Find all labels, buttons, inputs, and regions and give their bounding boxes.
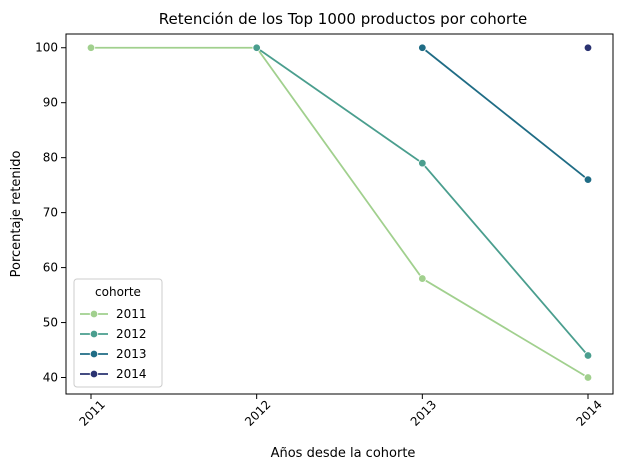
legend-box: [73, 278, 163, 388]
y-tick-label: 90: [43, 96, 58, 110]
legend-label: 2013: [116, 347, 147, 361]
y-tick-label: 50: [43, 316, 58, 330]
plot-frame: [65, 33, 614, 395]
x-tick-label: 2011: [76, 397, 107, 428]
y-tick-label: 40: [43, 371, 58, 385]
legend-entries: 2011 2012 2013 2014: [80, 307, 147, 381]
series-2011: [86, 43, 593, 382]
data-point: [252, 43, 261, 52]
legend-label: 2012: [116, 327, 147, 341]
y-tick-label: 100: [35, 41, 58, 55]
x-axis: 2011 2012 2013 2014: [76, 394, 605, 429]
legend-label: 2014: [116, 367, 147, 381]
data-point: [86, 43, 96, 52]
data-point: [583, 43, 593, 52]
legend-marker: [89, 369, 99, 379]
series-line: [256, 47, 589, 357]
data-point: [418, 43, 427, 52]
legend-entry: 2014: [80, 367, 147, 381]
x-tick-label: 2013: [408, 397, 439, 428]
legend-marker: [89, 329, 99, 339]
y-tick-label: 70: [43, 206, 58, 220]
series-layer: [86, 43, 593, 382]
x-tick-label: 2014: [573, 397, 604, 428]
data-point: [418, 274, 427, 283]
data-point: [418, 158, 427, 168]
y-axis-label: Porcentaje retenido: [9, 151, 24, 278]
series-line: [91, 46, 589, 379]
data-point: [583, 373, 593, 382]
legend: cohorte 2011 2012 2013 2014: [73, 278, 163, 388]
legend-entry: 2011: [80, 307, 147, 321]
series-2013: [418, 43, 593, 184]
legend-marker: [89, 309, 99, 319]
y-tick-label: 80: [43, 151, 58, 165]
data-point: [583, 351, 593, 360]
x-axis-label: Años desde la cohorte: [271, 446, 416, 461]
series-line: [421, 47, 589, 181]
legend-label: 2011: [116, 307, 147, 321]
series-2014: [583, 43, 593, 52]
legend-entry: 2013: [80, 347, 147, 361]
x-tick-label: 2012: [242, 397, 273, 428]
series-2012: [252, 43, 593, 360]
y-axis: 40 50 60 70 80 90 100: [35, 41, 66, 385]
legend-marker: [89, 349, 99, 359]
y-tick-label: 60: [43, 261, 58, 275]
legend-title: cohorte: [95, 285, 141, 299]
data-point: [583, 175, 593, 184]
chart-title: Retención de los Top 1000 productos por …: [159, 10, 527, 28]
legend-entry: 2012: [80, 327, 147, 341]
